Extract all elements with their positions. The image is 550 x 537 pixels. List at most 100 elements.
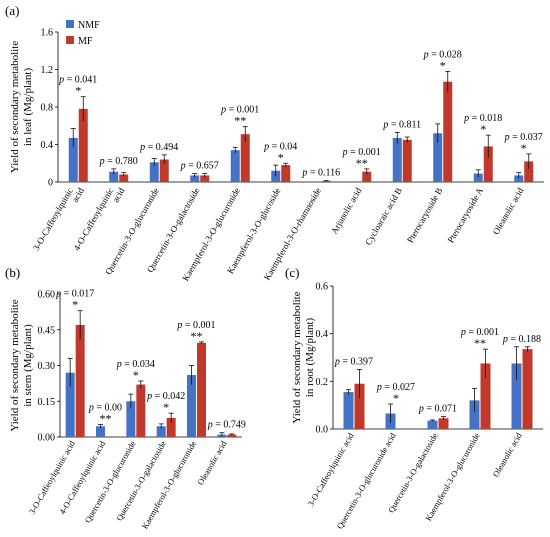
bar-nmf <box>126 401 136 437</box>
legend-swatch-nmf <box>66 20 74 28</box>
x-tick-label: Oleanolic acid <box>195 438 229 486</box>
x-tick-label: Cycloaraic acid B <box>363 186 404 247</box>
significance-stars: * <box>75 84 81 98</box>
p-value-label: p = 0.00 <box>88 402 122 413</box>
bar-nmf <box>230 150 240 182</box>
bar-nmf <box>343 392 354 429</box>
bar-nmf <box>392 137 402 182</box>
bar-mf <box>480 363 491 429</box>
bar-nmf <box>469 400 480 429</box>
x-tick-label: Pterocaryoside A <box>445 186 485 245</box>
p-value-label: p = 0.188 <box>502 334 541 345</box>
bar-mf <box>522 349 533 429</box>
p-value-label: p = 0.001 <box>176 320 215 331</box>
y-tick-label: 0.2 <box>316 377 329 388</box>
bar-mf <box>75 324 85 437</box>
p-value-label: p = 0.001 <box>220 105 259 116</box>
significance-stars: ** <box>191 329 203 343</box>
p-value-label: p = 0.657 <box>180 161 219 172</box>
x-tick-label: acid <box>70 186 86 204</box>
bar-nmf <box>109 171 119 182</box>
panel-b: (b) Yield of secondary metabolite in stem … <box>5 265 242 531</box>
y-axis-title: in root (Mg/plant) <box>304 317 316 397</box>
y-axis-title: in leaf (Mg/plant) <box>22 68 34 147</box>
significance-stars: * <box>163 400 169 414</box>
y-tick-label: 0 <box>48 178 53 189</box>
bar-mf <box>402 139 412 182</box>
p-value-label: p = 0.042 <box>146 391 185 402</box>
y-axis-title: Yield of secondary metabolite <box>9 41 21 173</box>
y-tick-label: 0.6 <box>316 282 329 293</box>
bar-mf <box>443 81 453 182</box>
p-value-label: p = 0.071 <box>418 404 457 415</box>
y-tick-label: 0.15 <box>38 397 56 408</box>
x-tick-label: Arjunolic acid <box>329 186 364 236</box>
panel-label: (a) <box>5 3 19 18</box>
bar-nmf <box>65 372 75 437</box>
bar-mf <box>200 175 210 182</box>
panel-label: (b) <box>5 265 20 280</box>
p-value-label: p = 0.034 <box>116 359 155 370</box>
bar-nmf <box>187 375 196 437</box>
p-value-label: p = 0.04 <box>263 141 297 152</box>
bar-nmf <box>96 426 105 437</box>
y-axis-title: in stem (Mg/plant) <box>22 324 34 407</box>
p-value-label: p = 0.018 <box>463 113 502 124</box>
bar-mf <box>362 171 372 182</box>
significance-stars: ** <box>100 411 112 425</box>
bar-mf <box>240 134 250 182</box>
bar-nmf <box>149 162 159 182</box>
y-tick-label: 0.45 <box>38 325 56 336</box>
bar-nmf <box>514 175 524 182</box>
bar-mf <box>438 418 449 429</box>
significance-stars: * <box>480 122 486 136</box>
x-tick-label: Oleanolic acid <box>490 430 524 478</box>
p-value-label: p = 0.037 <box>504 132 543 143</box>
legend-swatch-mf <box>66 36 74 44</box>
p-value-label: p = 0.001 <box>460 327 499 338</box>
bar-mf <box>354 383 365 429</box>
p-value-label: p = 0.017 <box>55 289 94 300</box>
y-tick-label: 0.00 <box>38 433 56 444</box>
bar-mf <box>197 342 206 437</box>
significance-stars: * <box>393 391 399 405</box>
y-tick-label: 0.60 <box>38 290 56 301</box>
bar-mf <box>483 146 493 182</box>
significance-stars: * <box>72 298 78 312</box>
bar-nmf <box>68 137 78 182</box>
p-value-label: p = 0.027 <box>376 382 415 393</box>
bar-mf <box>119 174 129 182</box>
p-value-label: p = 0.494 <box>139 142 178 153</box>
p-value-label: p = 0.028 <box>423 49 462 60</box>
x-tick-label: acid <box>110 186 126 204</box>
p-value-label: p = 0.041 <box>58 75 97 86</box>
bar-mf <box>281 165 291 182</box>
p-value-label: p = 0.001 <box>342 147 381 158</box>
y-tick-label: 1.6 <box>41 28 54 39</box>
significance-stars: * <box>521 141 527 155</box>
bar-nmf <box>433 133 443 182</box>
y-tick-label: 0.30 <box>38 361 56 372</box>
legend-label-nmf: NMF <box>78 20 100 31</box>
y-axis-title: Yield of secondary metabolite <box>291 291 303 423</box>
bar-nmf <box>190 175 200 182</box>
significance-stars: ** <box>474 336 486 350</box>
panel-c: (c) Yield of secondary metabolite in root … <box>285 265 543 531</box>
x-tick-label: Oleanolic acid <box>491 186 526 237</box>
bar-mf <box>166 417 176 437</box>
x-tick-label: 3-O-Caffeoylquinic <box>31 186 75 252</box>
y-tick-label: 0.8 <box>41 103 54 114</box>
legend-label-mf: MF <box>78 36 93 47</box>
significance-stars: * <box>440 58 446 72</box>
p-value-label: p = 0.116 <box>301 168 340 179</box>
bar-mf <box>227 434 237 437</box>
p-value-label: p = 0.780 <box>99 156 138 167</box>
x-tick-label: 3-O-Caffeoylquinic acid <box>305 430 356 508</box>
y-tick-label: 1.2 <box>41 65 54 76</box>
bar-mf <box>78 108 88 182</box>
bar-nmf <box>473 173 483 182</box>
x-tick-label: Pterocaryoside B <box>405 186 445 244</box>
significance-stars: * <box>133 368 139 382</box>
significance-stars: ** <box>234 114 246 128</box>
